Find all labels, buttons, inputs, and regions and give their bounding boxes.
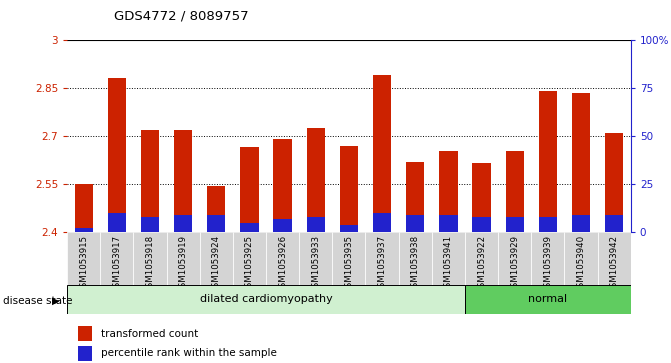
FancyBboxPatch shape xyxy=(564,232,598,285)
Text: GSM1053918: GSM1053918 xyxy=(146,235,154,293)
Bar xyxy=(141,217,159,232)
Bar xyxy=(472,217,491,232)
Bar xyxy=(307,217,325,232)
Bar xyxy=(240,223,258,232)
Text: GSM1053924: GSM1053924 xyxy=(212,235,221,293)
FancyBboxPatch shape xyxy=(233,232,266,285)
Bar xyxy=(74,228,93,232)
Text: GSM1053942: GSM1053942 xyxy=(610,235,619,293)
Bar xyxy=(307,128,325,232)
FancyBboxPatch shape xyxy=(79,346,93,361)
FancyBboxPatch shape xyxy=(598,232,631,285)
FancyBboxPatch shape xyxy=(100,232,134,285)
Text: GSM1053937: GSM1053937 xyxy=(378,235,386,293)
Text: dilated cardiomyopathy: dilated cardiomyopathy xyxy=(200,294,332,305)
Text: GSM1053933: GSM1053933 xyxy=(311,235,320,293)
Text: ▶: ▶ xyxy=(52,295,59,306)
Text: GSM1053938: GSM1053938 xyxy=(411,235,420,293)
Text: disease state: disease state xyxy=(3,295,73,306)
Bar xyxy=(174,215,193,232)
Bar xyxy=(373,213,391,232)
Bar xyxy=(572,215,590,232)
Bar xyxy=(207,186,225,232)
Bar xyxy=(340,225,358,232)
Text: GSM1053929: GSM1053929 xyxy=(510,235,519,293)
FancyBboxPatch shape xyxy=(332,232,366,285)
Bar xyxy=(240,147,258,232)
FancyBboxPatch shape xyxy=(366,232,399,285)
Bar xyxy=(274,139,292,232)
FancyBboxPatch shape xyxy=(399,232,432,285)
FancyBboxPatch shape xyxy=(465,232,498,285)
Text: GSM1053915: GSM1053915 xyxy=(79,235,88,293)
FancyBboxPatch shape xyxy=(299,232,332,285)
FancyBboxPatch shape xyxy=(79,326,93,341)
FancyBboxPatch shape xyxy=(166,232,200,285)
Bar xyxy=(539,217,557,232)
Text: GSM1053922: GSM1053922 xyxy=(477,235,486,293)
Bar xyxy=(406,162,424,232)
Text: percentile rank within the sample: percentile rank within the sample xyxy=(101,348,277,358)
Text: GSM1053941: GSM1053941 xyxy=(444,235,453,293)
Text: GSM1053917: GSM1053917 xyxy=(112,235,121,293)
Bar xyxy=(174,130,193,232)
Bar xyxy=(340,146,358,232)
FancyBboxPatch shape xyxy=(266,232,299,285)
Text: GSM1053940: GSM1053940 xyxy=(576,235,586,293)
Bar xyxy=(472,163,491,232)
Bar xyxy=(74,184,93,232)
Bar xyxy=(373,75,391,232)
Bar xyxy=(108,78,126,232)
FancyBboxPatch shape xyxy=(498,232,531,285)
Bar xyxy=(108,213,126,232)
Text: GSM1053919: GSM1053919 xyxy=(178,235,188,293)
Text: normal: normal xyxy=(528,294,568,305)
FancyBboxPatch shape xyxy=(67,232,100,285)
Bar xyxy=(440,215,458,232)
Text: GSM1053935: GSM1053935 xyxy=(344,235,354,293)
Bar xyxy=(141,130,159,232)
FancyBboxPatch shape xyxy=(134,232,166,285)
FancyBboxPatch shape xyxy=(67,285,465,314)
Bar xyxy=(406,215,424,232)
Text: GSM1053926: GSM1053926 xyxy=(278,235,287,293)
Bar xyxy=(505,217,524,232)
Bar xyxy=(539,91,557,232)
Bar xyxy=(605,215,623,232)
FancyBboxPatch shape xyxy=(200,232,233,285)
Bar xyxy=(505,151,524,232)
Bar xyxy=(572,93,590,232)
Bar xyxy=(207,215,225,232)
FancyBboxPatch shape xyxy=(531,232,564,285)
Text: GSM1053939: GSM1053939 xyxy=(544,235,552,293)
Text: GDS4772 / 8089757: GDS4772 / 8089757 xyxy=(114,9,249,22)
Bar xyxy=(605,133,623,232)
Text: GSM1053925: GSM1053925 xyxy=(245,235,254,293)
Bar xyxy=(440,151,458,232)
FancyBboxPatch shape xyxy=(432,232,465,285)
Bar xyxy=(274,219,292,232)
FancyBboxPatch shape xyxy=(465,285,631,314)
Text: transformed count: transformed count xyxy=(101,329,198,339)
